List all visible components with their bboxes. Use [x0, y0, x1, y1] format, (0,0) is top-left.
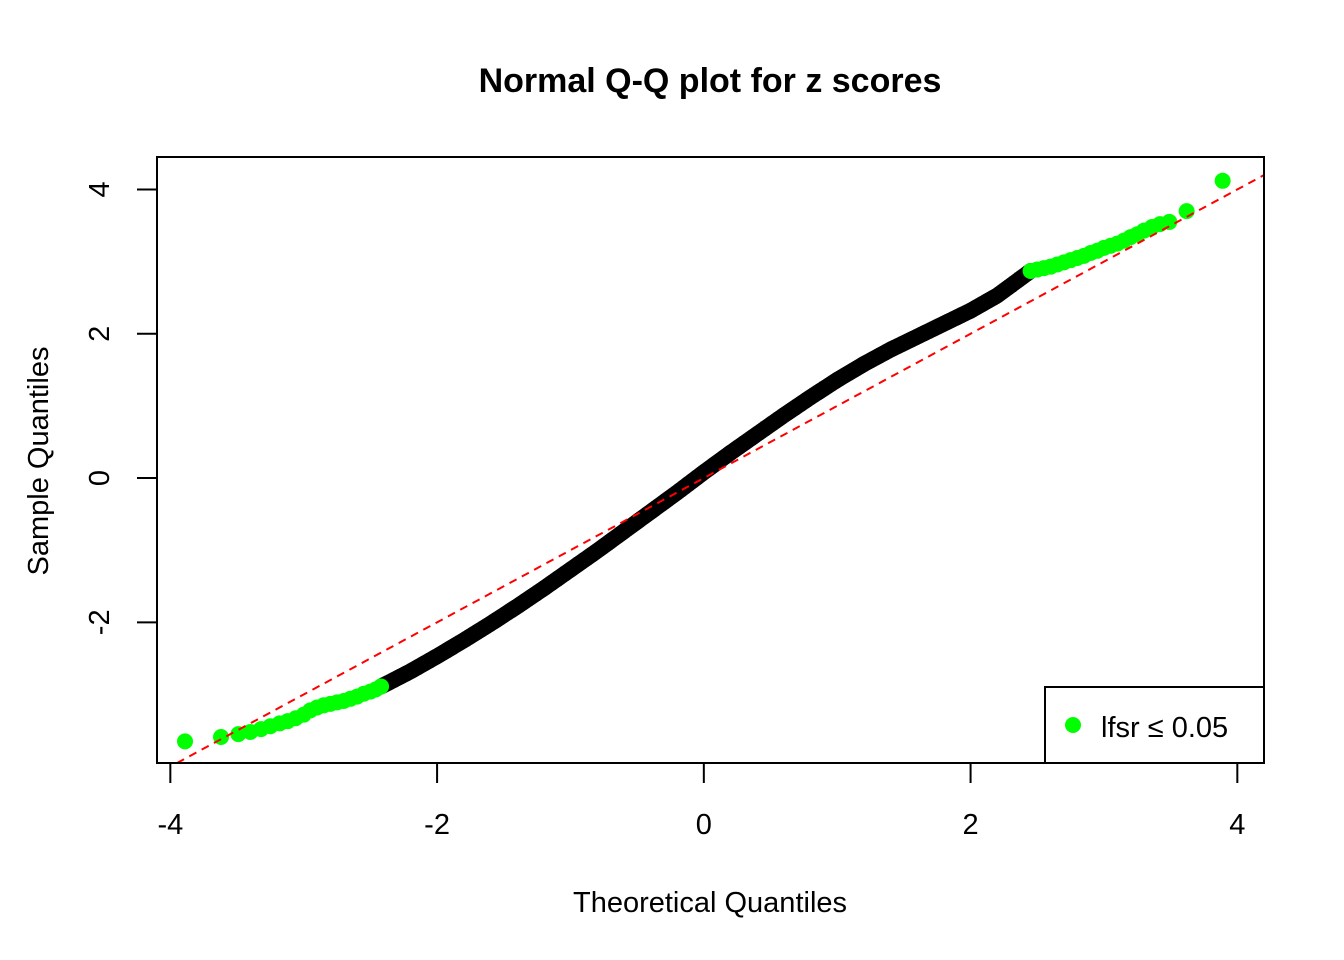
- x-tick-label: -4: [157, 809, 183, 841]
- legend-label: lfsr ≤ 0.05: [1101, 712, 1228, 744]
- point-lfsr-significant: [230, 726, 247, 743]
- point-lfsr-significant: [177, 733, 194, 750]
- plot-area: [176, 172, 1265, 764]
- point-lfsr-significant: [1178, 203, 1195, 220]
- y-tick-label: 0: [84, 470, 116, 486]
- point-lfsr-significant: [1214, 172, 1231, 189]
- point-lfsr-significant: [373, 678, 390, 695]
- plot-frame: [156, 156, 1265, 764]
- legend-box: [1044, 686, 1265, 764]
- x-tick-label: 4: [1229, 809, 1245, 841]
- x-tick-label: 0: [696, 809, 712, 841]
- point-lfsr-significant: [1161, 213, 1178, 230]
- x-tick-label: -2: [424, 809, 450, 841]
- y-axis-label: Sample Quantiles: [23, 347, 55, 576]
- x-tick-label: 2: [963, 809, 979, 841]
- y-tick-label: 4: [84, 181, 116, 197]
- chart-title: Normal Q-Q plot for z scores: [479, 62, 942, 100]
- y-tick-label: -2: [84, 609, 116, 635]
- y-tick-label: 2: [84, 326, 116, 342]
- reference-line: [176, 174, 1265, 764]
- legend: lfsr ≤ 0.05: [1044, 686, 1265, 764]
- legend-marker: [1065, 717, 1081, 733]
- x-axis-label: Theoretical Quantiles: [573, 887, 847, 919]
